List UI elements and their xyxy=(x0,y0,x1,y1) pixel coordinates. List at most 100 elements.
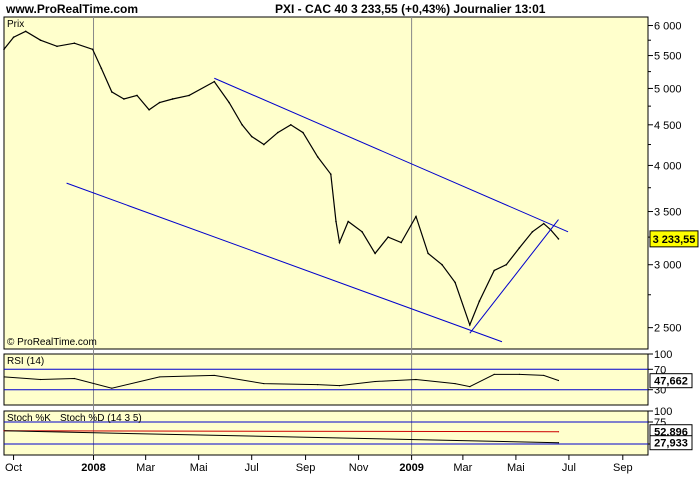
rsi-point xyxy=(111,387,113,389)
price-point xyxy=(329,173,332,175)
last-price-box xyxy=(649,230,699,248)
rsi-point xyxy=(73,377,75,380)
x-tick-label: Mar xyxy=(136,462,155,474)
price-panel xyxy=(3,16,649,350)
site-header: www.ProRealTime.com xyxy=(6,2,139,16)
price-point xyxy=(276,131,279,134)
price-tick-label: 2 500 xyxy=(654,323,682,335)
price-point xyxy=(263,143,265,146)
rsi-point xyxy=(454,382,456,385)
rsi-point xyxy=(374,380,376,383)
price-tick-label: 5 500 xyxy=(654,51,682,63)
stoch-last-value-label: 27,933 xyxy=(654,438,688,450)
rsi-last-value-box xyxy=(649,373,693,389)
price-point xyxy=(39,39,42,42)
price-point xyxy=(213,80,216,83)
price-point xyxy=(56,45,58,48)
price-point xyxy=(493,269,495,272)
price-panel-label: Prix xyxy=(7,19,24,30)
trend-line-3 xyxy=(469,219,559,334)
price-point xyxy=(73,42,76,45)
rsi-point xyxy=(415,378,417,381)
rsi-panel-label: RSI (14) xyxy=(7,356,44,367)
x-tick-label: Nov xyxy=(349,462,369,474)
price-point xyxy=(361,231,363,233)
rsi-point xyxy=(213,374,215,377)
stoch-d-point xyxy=(3,430,5,432)
price-point xyxy=(478,300,481,302)
rsi-point xyxy=(263,382,265,385)
stoch-k-point xyxy=(557,442,560,444)
price-point xyxy=(316,156,319,158)
stoch-tick-label: 100 xyxy=(654,406,672,418)
price-tick-label: 6 000 xyxy=(654,21,682,33)
price-point xyxy=(427,252,429,255)
x-tick-label: Oct xyxy=(5,462,22,474)
price-point xyxy=(91,48,94,51)
stoch-last-value-box xyxy=(649,435,693,451)
watermark-text: © ProRealTime.com xyxy=(7,337,97,348)
stoch-k-line xyxy=(3,430,559,444)
trend-line-1 xyxy=(214,77,569,233)
price-tick-label: 5 000 xyxy=(654,83,682,95)
price-point xyxy=(518,247,521,249)
rsi-point xyxy=(338,385,341,387)
price-tick-label: 3 500 xyxy=(654,207,682,219)
price-point xyxy=(110,91,113,93)
price-point xyxy=(3,48,5,51)
price-tick-label: 4 500 xyxy=(654,120,682,132)
x-tick-label: Mar xyxy=(453,462,472,474)
price-point xyxy=(542,222,545,225)
rsi-point xyxy=(317,384,319,386)
trend-line-2 xyxy=(66,182,503,343)
rsi-last-value-label: 47,662 xyxy=(654,376,688,388)
price-point xyxy=(400,241,402,244)
x-tick-label: Jul xyxy=(245,462,259,474)
rsi-panel xyxy=(3,353,649,406)
price-point xyxy=(302,131,304,134)
x-tick-label: Mai xyxy=(507,462,525,474)
price-point xyxy=(469,324,471,326)
stoch-k-label: Stoch %K xyxy=(7,413,51,424)
x-tick-label: Mai xyxy=(190,462,208,474)
price-tick-label: 3 000 xyxy=(654,260,682,272)
price-point xyxy=(505,263,508,266)
price-point xyxy=(454,281,456,284)
rsi-point xyxy=(39,378,42,381)
x-tick-label: Sep xyxy=(296,462,316,474)
price-point xyxy=(171,98,174,100)
price-point xyxy=(415,215,417,218)
price-point xyxy=(188,94,190,97)
rsi-point xyxy=(518,373,520,375)
price-point xyxy=(250,135,253,138)
price-point xyxy=(123,98,125,100)
x-tick-label: Sep xyxy=(613,462,633,474)
price-point xyxy=(241,124,243,126)
stochastic-panel xyxy=(3,410,649,456)
price-tick-label: 4 000 xyxy=(654,160,682,172)
price-point xyxy=(100,67,103,70)
price-point xyxy=(338,241,341,244)
x-tick-label: 2009 xyxy=(399,462,423,474)
price-point xyxy=(24,30,27,33)
rsi-point xyxy=(557,379,560,382)
price-point xyxy=(441,263,443,266)
price-point xyxy=(12,36,15,39)
price-point xyxy=(347,220,349,223)
price-point xyxy=(148,108,150,111)
price-point xyxy=(158,101,161,104)
rsi-point xyxy=(543,374,545,377)
price-point xyxy=(335,220,337,223)
rsi-point xyxy=(493,373,495,375)
rsi-point xyxy=(469,386,471,388)
stoch-d-line xyxy=(3,430,559,433)
x-tick-label: 2008 xyxy=(81,462,105,474)
price-point xyxy=(374,252,376,255)
last-price-label: 3 233,55 xyxy=(653,234,696,246)
price-point xyxy=(531,231,534,233)
x-tick-label: Jul xyxy=(562,462,576,474)
chart-title: PXI - CAC 40 3 233,55 (+0,43%) Journalie… xyxy=(275,2,546,16)
rsi-point xyxy=(3,376,5,378)
stoch-d-label: Stoch %D (14 3 5) xyxy=(60,413,142,424)
